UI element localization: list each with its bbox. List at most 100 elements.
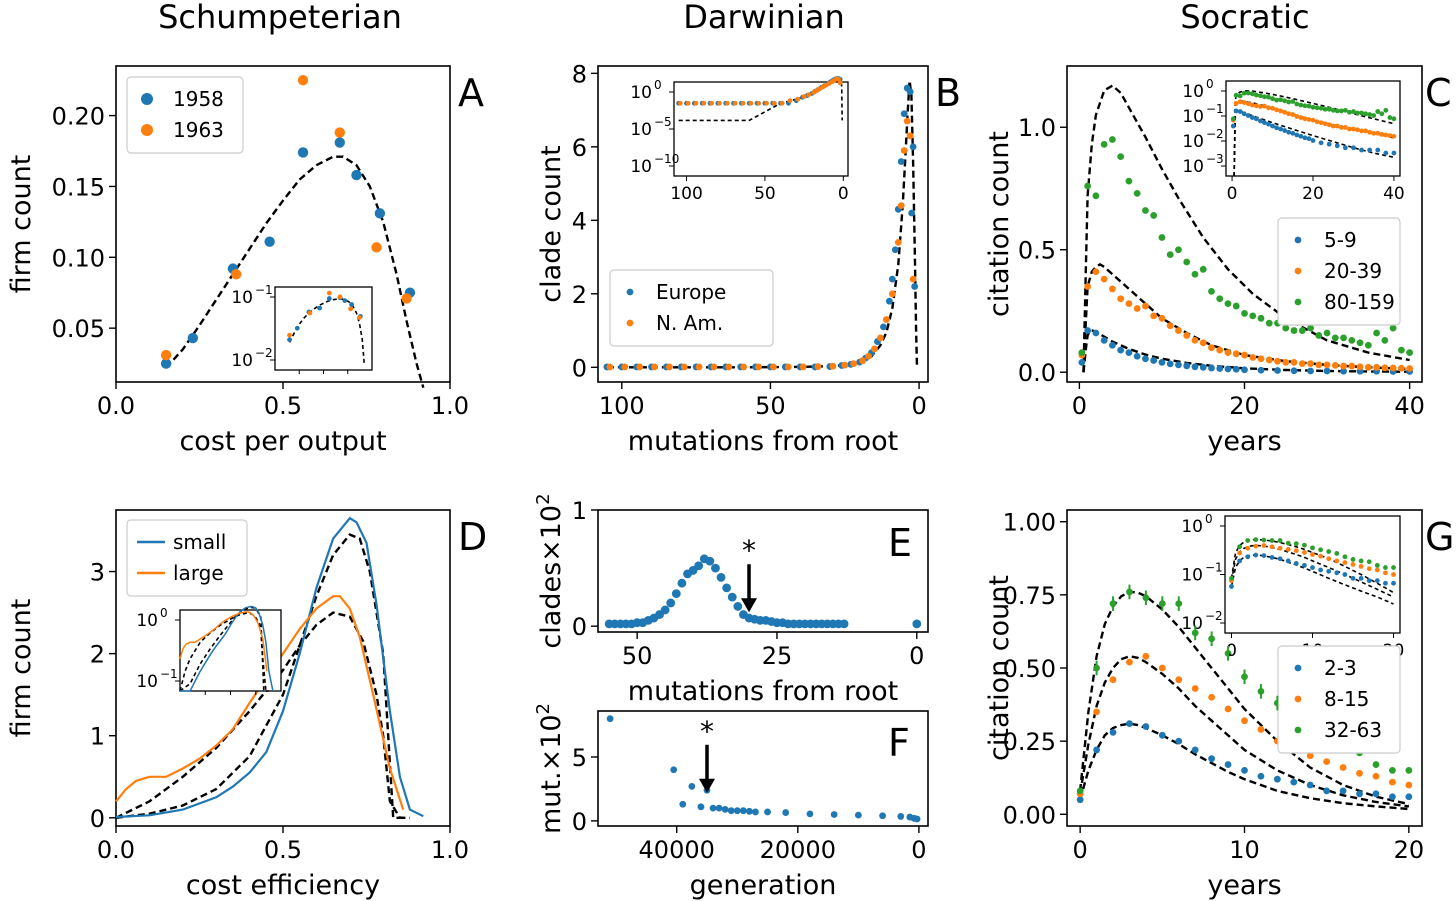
inset-data-point (1294, 132, 1300, 138)
inset-data-point (1383, 580, 1388, 586)
data-point (1397, 346, 1405, 354)
legend-label: Europe (656, 280, 726, 304)
data-point (1290, 778, 1298, 786)
data-point (1133, 189, 1141, 197)
legend: Europe N. Am. (609, 269, 774, 347)
data-point (752, 808, 759, 816)
data-point (1158, 664, 1166, 672)
inset-data-point (1233, 108, 1239, 114)
data-point (231, 269, 242, 280)
data-point (1232, 365, 1240, 373)
inset-data-point (1342, 107, 1348, 113)
inset-data-point (1245, 101, 1251, 107)
legend-swatch (626, 319, 634, 327)
inset-data-point (1326, 122, 1332, 128)
inset-data-point (1249, 115, 1255, 120)
data-point (1125, 177, 1133, 185)
inset-data-point (1298, 115, 1304, 120)
data-point (710, 363, 718, 371)
inset-data-point (1363, 111, 1369, 117)
inset-data-point (1338, 108, 1344, 114)
data-point (671, 589, 681, 599)
data-point (1241, 767, 1248, 774)
series-line (115, 516, 424, 819)
inset-data-point (1230, 116, 1236, 122)
data-point (1175, 737, 1183, 745)
inset-y-tick-exponent: 0 (160, 606, 168, 620)
inset-data-point (307, 310, 313, 316)
data-point (716, 572, 726, 582)
inset-y-tick-label: 10 (1182, 107, 1204, 127)
data-point (897, 813, 905, 820)
data-point (782, 809, 790, 816)
inset-data-point (1274, 107, 1279, 113)
inset-data-point (1306, 117, 1312, 122)
data-point (1274, 367, 1281, 374)
data-point (1323, 361, 1331, 369)
data-point (1356, 790, 1363, 798)
inset-data-point (1286, 129, 1292, 135)
legend-box (1277, 217, 1401, 326)
data-point (1257, 355, 1265, 363)
inset: 10−110−2 (231, 283, 373, 374)
data-point (1078, 359, 1086, 366)
data-point (1142, 355, 1149, 363)
inset-data-point (1286, 99, 1292, 105)
inset-data-point (1383, 570, 1388, 576)
inset-data-point (1253, 92, 1259, 98)
inset-data-point (1277, 538, 1283, 543)
annotation-star: * (742, 534, 756, 567)
inset-data-point (1387, 133, 1393, 139)
inset-data-point (740, 100, 746, 106)
data-point (1323, 787, 1331, 795)
data-point (1389, 364, 1397, 372)
data-point (839, 619, 849, 629)
y-tick-label: 0.75 (1003, 582, 1056, 610)
inset-data-point (1253, 543, 1259, 549)
data-point (1241, 717, 1248, 725)
legend-box (126, 519, 248, 597)
inset-y-tick-exponent: 0 (1206, 77, 1214, 91)
data-point (1208, 755, 1216, 763)
inset-data-point (1245, 538, 1251, 543)
x-tick-label: 0 (911, 836, 926, 864)
data-point (877, 334, 884, 342)
data-point (1093, 708, 1100, 716)
inset-data-point (1282, 109, 1288, 115)
fit-curve (165, 155, 425, 389)
data-point (160, 349, 172, 361)
x-tick-label: 40000 (639, 836, 715, 864)
inset-data-point (1262, 120, 1267, 126)
inset-y-tick-base: 10 (1182, 82, 1204, 102)
fit-curve (1078, 655, 1410, 808)
inset-data-point (1302, 103, 1308, 109)
inset-data-point (1278, 108, 1284, 114)
inset-data-point (1301, 550, 1307, 555)
inset-data-point (1371, 130, 1377, 136)
inset-y-tick-base: 10 (136, 672, 158, 692)
inset-y-tick-exponent: 0 (1205, 512, 1213, 526)
inset-data-point (1293, 541, 1299, 547)
inset-data-point (1241, 90, 1247, 96)
data-point (371, 242, 382, 253)
data-point (1340, 362, 1347, 370)
data-point (1315, 361, 1323, 369)
data-point (1117, 295, 1125, 303)
inset-data-point (1310, 138, 1316, 143)
data-point (1397, 364, 1405, 372)
data-point (725, 363, 733, 371)
inset-y-tick-base: 10 (630, 120, 652, 140)
inset-fit-curve (1230, 554, 1394, 605)
inset-data-point (1342, 125, 1348, 130)
x-axis-label: mutations from root (628, 676, 898, 707)
inset-data-point (1375, 130, 1381, 136)
legend-label: small (173, 530, 226, 554)
inset-data-point (1342, 145, 1348, 151)
data-point (1078, 349, 1086, 357)
data-point (1224, 349, 1232, 357)
y-tick-label: 0 (572, 354, 587, 382)
inset-data-point (326, 290, 332, 296)
